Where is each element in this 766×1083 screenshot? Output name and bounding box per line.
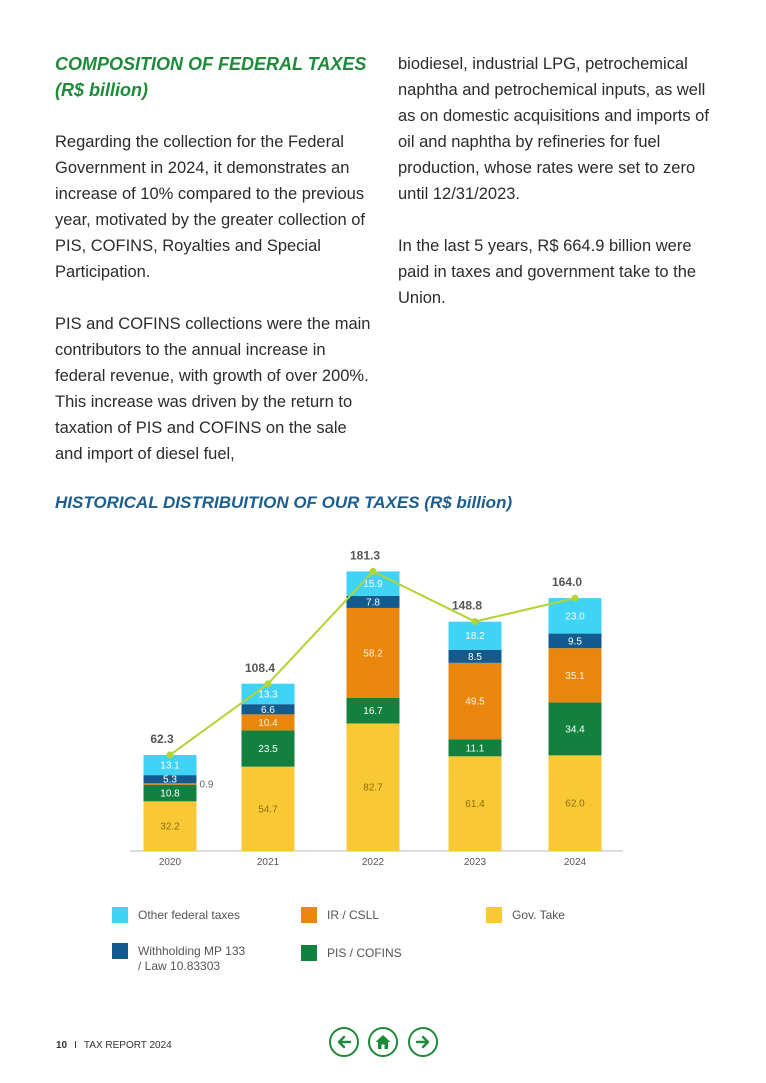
legend-label-withholding: Withholding MP 133 / Law 10.83303 [138,944,245,974]
bar-segment-2021-1 [241,730,295,767]
bar-segment-2023-1 [448,739,502,757]
segment-label-2021-2: 10.4 [258,718,278,729]
bar-segment-2020-1 [143,784,197,802]
segment-label-2020-4: 13.1 [160,761,180,772]
segment-label-2023-3: 8.5 [468,652,482,663]
bar-segment-2022-4 [346,571,400,596]
bar-segment-2024-0 [548,755,602,851]
bar-segment-2022-2 [346,607,400,698]
segment-label-2022-0: 82.7 [363,783,383,794]
right-paragraph-2: In the last 5 years, R$ 664.9 billion we… [398,237,697,307]
x-tick-label-2023: 2023 [464,857,487,868]
x-tick-label-2020: 2020 [159,857,182,868]
bar-segment-2020-4 [143,754,197,776]
arrow-right-icon [415,1035,430,1049]
bar-segment-2023-2 [448,662,502,740]
bar-segment-2021-4 [241,683,295,705]
section-title-line1: COMPOSITION OF FEDERAL TAXES [55,54,367,74]
segment-label-2023-1: 11.1 [466,743,485,754]
left-paragraph-1: Regarding the collection for the Federal… [55,133,366,281]
segment-label-2021-4: 13.3 [258,689,278,700]
segment-label-2020-1: 10.8 [160,789,180,800]
legend-label-withholding-line1: Withholding MP 133 [138,944,246,958]
segment-label-2020-3: 5.3 [163,775,177,786]
section-title-line2: (R$ billion) [55,80,148,100]
bar-segment-2021-0 [241,766,295,851]
segment-label-2022-4: 15.9 [363,579,383,590]
total-point-2022 [369,567,377,575]
right-paragraph-1: biodiesel, industrial LPG, petrochemical… [398,55,709,203]
total-point-2020 [166,751,174,759]
arrow-left-icon [337,1035,352,1049]
legend-swatch-withholding [112,943,128,959]
total-point-2023 [471,618,479,626]
total-point-2021 [264,680,272,688]
back-button[interactable] [329,1027,359,1057]
total-point-2024 [571,594,579,602]
bar-segment-2024-2 [548,648,602,703]
legend-label-other-federal-taxes: Other federal taxes [138,908,241,922]
legend-label-gov-take: Gov. Take [512,908,565,922]
segment-label-2023-4: 18.2 [465,631,485,642]
stacked-bar-chart: 32.2 10.8 0.9 5.3 13.1 54.7 23.5 10.4 6.6 13.3 82.… [130,548,623,868]
segment-label-2023-0: 61.4 [465,799,485,810]
segment-label-2022-3: 7.8 [366,597,380,608]
bar-segment-2024-1 [548,702,602,756]
legend-swatch-gov-take [486,907,502,923]
total-label-2021: 108.4 [245,661,275,675]
bar-segment-2023-3 [448,649,502,663]
legend-swatch-pis-cofins [301,945,317,961]
segment-label-2020-0: 32.2 [160,822,180,833]
segment-label-2024-3: 9.5 [568,636,582,647]
left-column: Regarding the collection for the Federal… [55,129,375,493]
legend-label-pis-cofins: PIS / COFINS [327,946,402,960]
home-button[interactable] [368,1027,398,1057]
bar-segment-2020-3 [143,775,197,784]
segment-label-2024-0: 62.0 [565,799,585,810]
x-tick-label-2022: 2022 [362,857,385,868]
chart-title: HISTORICAL DISTRIBUITION OF OUR TAXES (R… [55,493,513,512]
segment-label-2023-2: 49.5 [465,697,485,708]
legend-swatch-ir-csll [301,907,317,923]
footer-separator: I [74,1040,77,1051]
next-button[interactable] [408,1027,438,1057]
right-column: biodiesel, industrial LPG, petrochemical… [398,51,716,337]
total-label-2022: 181.3 [350,548,380,562]
segment-label-2022-1: 16.7 [363,706,383,717]
left-paragraph-2: PIS and COFINS collections were the main… [55,315,371,463]
segment-label-2022-2: 58.2 [363,648,383,659]
total-label-2020: 62.3 [150,732,174,746]
bar-segment-2021-3 [241,704,295,715]
bar-segment-2022-0 [346,723,400,851]
bar-segment-2020-0 [143,801,197,851]
bar-segment-2022-1 [346,697,400,724]
segment-label-2024-2: 35.1 [565,671,585,682]
bar-segment-2020-2 [143,783,197,785]
home-icon [375,1035,391,1049]
total-label-2023: 148.8 [452,599,482,613]
bar-segment-2021-2 [241,714,295,731]
page-number: 10 [56,1040,68,1051]
footer: 10 I TAX REPORT 2024 [56,1040,172,1051]
bar-segment-2023-4 [448,621,502,650]
segment-label-2024-1: 34.4 [565,724,585,735]
report-name: TAX REPORT 2024 [83,1040,172,1051]
segment-label-2021-0: 54.7 [258,804,278,815]
bar-segment-2023-0 [448,756,502,851]
bar-segment-2024-3 [548,633,602,649]
x-tick-label-2021: 2021 [257,857,280,868]
legend-swatch-other-federal-taxes [112,907,128,923]
segment-label-2024-4: 23.0 [565,611,585,622]
segment-label-2021-3: 6.6 [261,705,275,716]
x-tick-label-2024: 2024 [564,857,587,868]
section-title: COMPOSITION OF FEDERAL TAXES (R$ billion… [55,51,366,103]
segment-label-2020-2: 0.9 [200,779,214,790]
total-label-2024: 164.0 [552,575,582,589]
legend-label-withholding-line2: / Law 10.83303 [138,959,221,973]
bar-segment-2024-4 [548,598,602,634]
legend-label-ir-csll: IR / CSLL [327,908,380,922]
bar-segment-2022-3 [346,595,400,608]
segment-label-2021-1: 23.5 [258,744,278,755]
